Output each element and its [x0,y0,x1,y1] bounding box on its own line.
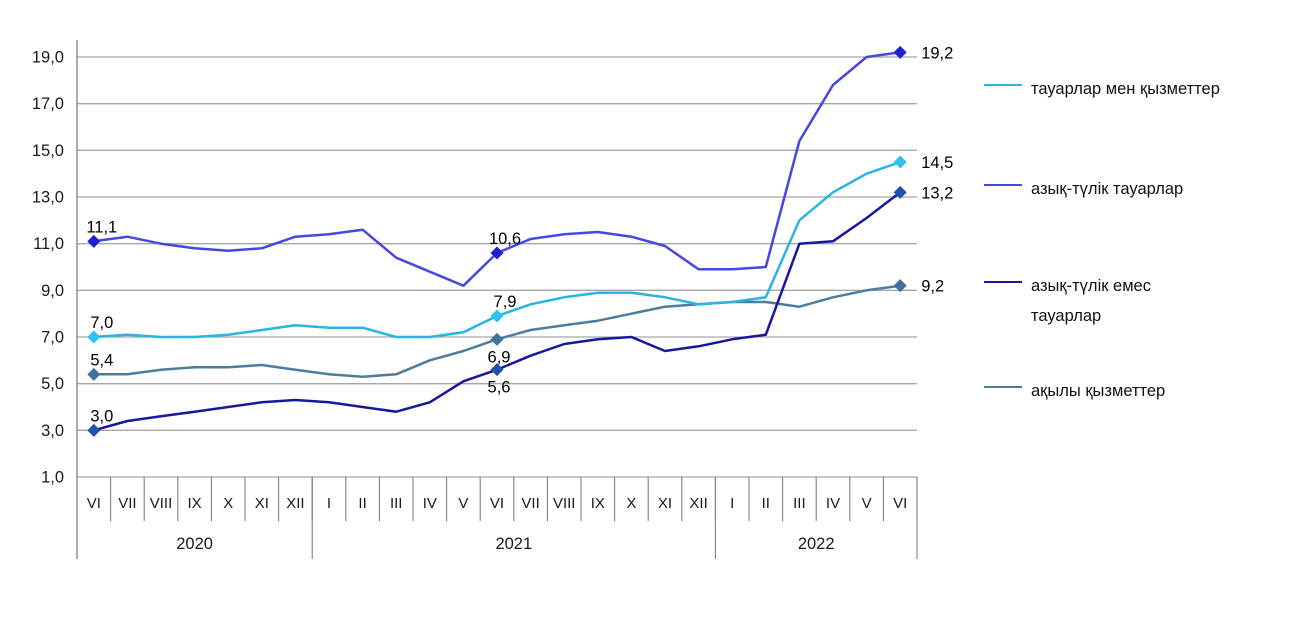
legend-item-paid-services: ақылы қызметтер [984,377,1165,407]
x-month-label: XII [689,495,707,512]
year-label: 2020 [176,535,213,553]
point-label: 5,4 [90,351,113,369]
point-label: 9,2 [921,278,944,296]
legend-label-paid-services: ақылы қызметтер [1031,382,1166,400]
x-month-label: IX [591,495,605,512]
point-label: 19,2 [921,44,953,62]
x-month-label: I [730,495,734,512]
legend-item-non-food-goods: азық-түлік емес тауарлар [984,272,1199,331]
point-label: 10,6 [489,230,521,248]
x-month-label: VIII [553,495,576,512]
x-month-label: VII [521,495,539,512]
x-month-label: X [223,495,233,512]
chart-canvas: 19,017,015,013,011,09,07,05,03,01,0VI VII… [32,40,953,559]
point-label: 14,5 [921,154,953,172]
point-label: 3,0 [90,407,113,425]
point-label: 11,1 [86,218,117,236]
x-month-label: V [862,495,872,512]
x-month-label: XI [658,495,672,512]
legend-item-goods-and-services: тауарлар мен қызметтер [984,75,1220,105]
x-month-label: V [458,495,468,512]
legend-swatch-food-goods [984,184,1022,186]
year-label: 2022 [798,535,835,553]
y-axis-tick-label: 1,0 [41,469,64,487]
legend-swatch-paid-services [984,386,1022,388]
x-month-label: VI [490,495,504,512]
x-month-label: II [358,495,366,512]
point-label: 6,9 [488,348,511,366]
x-month-label: XII [286,495,304,512]
x-month-label: IV [423,495,437,512]
y-axis-tick-label: 17,0 [32,95,64,113]
series-marker-2 [490,363,504,377]
series-marker-1 [87,234,101,248]
x-month-label: VII [118,495,136,512]
series-marker-3 [490,332,504,346]
point-label: 7,0 [90,314,113,332]
y-axis-tick-label: 9,0 [41,282,64,300]
series-marker-0 [893,155,907,169]
legend-label-goods-and-services: тауарлар мен қызметтер [1031,80,1220,98]
y-axis-tick-label: 13,0 [32,189,64,207]
y-axis-tick-label: 7,0 [41,329,64,347]
x-month-label: VI [87,495,101,512]
y-axis-tick-label: 15,0 [32,142,64,160]
y-axis-tick-label: 3,0 [41,422,64,440]
legend-label-non-food-goods: азық-түлік емес тауарлар [1031,277,1151,325]
x-month-label: I [327,495,331,512]
point-label: 13,2 [921,184,953,202]
year-label: 2021 [495,535,532,553]
series-marker-1 [893,45,907,59]
x-month-label: III [793,495,806,512]
legend-item-food-goods: азық-түлік тауарлар [984,175,1183,205]
x-month-label: X [626,495,636,512]
point-label: 7,9 [494,293,517,311]
x-month-label: IV [826,495,840,512]
y-axis-tick-label: 11,0 [33,235,64,253]
series-marker-3 [893,279,907,293]
x-month-label: IX [188,495,202,512]
x-month-label: II [762,495,770,512]
x-month-label: III [390,495,403,512]
y-axis-tick-label: 19,0 [32,49,64,67]
x-month-label: VI [893,495,907,512]
chart-legend: тауарлар мен қызметтер азық-түлік тауарл… [984,0,1300,621]
series-marker-2 [893,185,907,199]
y-axis-tick-label: 5,0 [41,375,64,393]
series-marker-1 [490,246,504,260]
x-month-label: XI [255,495,269,512]
legend-label-food-goods: азық-түлік тауарлар [1031,180,1184,198]
legend-swatch-goods-and-services [984,84,1022,86]
series-marker-3 [87,367,101,381]
series-marker-0 [490,309,504,323]
series-marker-0 [87,330,101,344]
legend-swatch-non-food-goods [984,281,1022,283]
x-month-label: VIII [150,495,173,512]
point-label: 5,6 [488,379,511,397]
series-marker-2 [87,423,101,437]
